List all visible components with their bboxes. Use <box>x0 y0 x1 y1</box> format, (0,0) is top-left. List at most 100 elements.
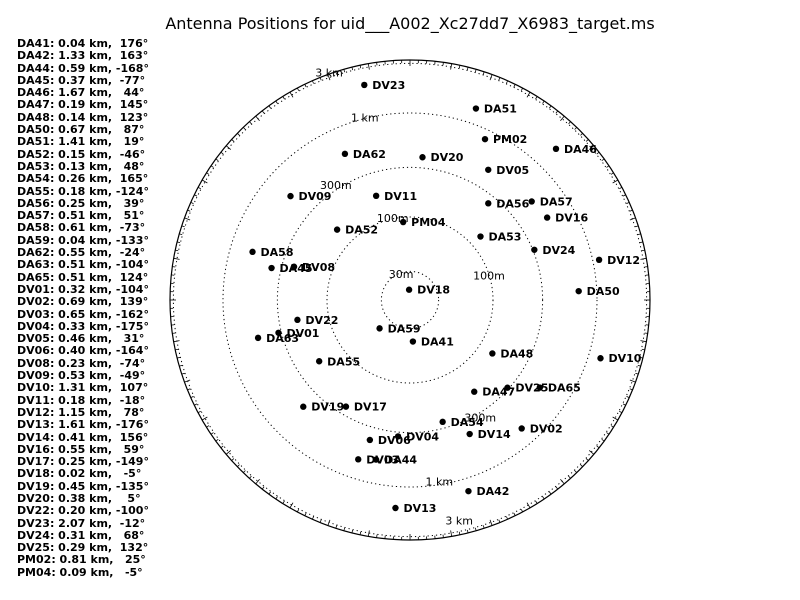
tick-mark <box>237 464 240 468</box>
range-ring <box>326 216 494 384</box>
antenna-label: DV14 <box>478 428 511 441</box>
tick-mark <box>173 340 180 343</box>
legend-entry: DA52: 0.15 km, -46° <box>17 147 146 161</box>
legend-entry: DA51: 1.41 km, 19° <box>17 135 145 149</box>
legend-entry: DA48: 0.14 km, 123° <box>17 110 149 124</box>
antenna-point <box>372 192 380 200</box>
antenna-label: DV03 <box>366 453 399 466</box>
tick-mark <box>255 115 260 122</box>
tick-mark <box>179 364 183 367</box>
antenna-label: DV17 <box>354 401 387 414</box>
tick-mark <box>289 91 294 98</box>
legend-entry: DV11: 0.18 km, -18° <box>17 393 146 407</box>
tick-mark <box>367 530 370 537</box>
legend-entry: DA55: 0.18 km, -124° <box>17 184 149 198</box>
antenna-point <box>466 430 473 438</box>
antenna-point <box>341 150 349 158</box>
legend-entry: DV05: 0.46 km, 31° <box>17 332 145 346</box>
tick-mark <box>489 519 493 526</box>
tick-mark <box>304 512 307 516</box>
antenna-label: DV09 <box>299 190 332 203</box>
tick-mark <box>641 249 645 252</box>
tick-mark <box>177 356 181 359</box>
tick-mark <box>210 165 214 168</box>
tick-mark <box>568 121 571 125</box>
tick-mark <box>206 425 210 428</box>
tick-mark <box>289 502 294 509</box>
tick-mark <box>535 500 538 504</box>
legend-entry: DV22: 0.20 km, -100° <box>17 504 149 518</box>
tick-mark <box>506 80 508 84</box>
antenna-label: DA53 <box>488 231 521 244</box>
legend-entry: DA46: 1.67 km, 44° <box>17 86 145 100</box>
tick-mark <box>181 225 185 228</box>
tick-mark <box>275 100 278 104</box>
legend-entry: DA54: 0.26 km, 165° <box>17 172 149 186</box>
tick-mark <box>184 379 191 383</box>
antenna-label: DV10 <box>608 352 641 365</box>
antenna-point <box>518 425 525 432</box>
antenna-point <box>597 355 604 362</box>
antenna-label: DV20 <box>430 151 463 164</box>
range-ring <box>380 270 440 330</box>
antenna-point <box>472 105 480 112</box>
antenna-point <box>268 264 275 272</box>
legend-entry: DA53: 0.13 km, 48° <box>17 159 145 173</box>
tick-mark <box>184 217 191 221</box>
antenna-label: DA56 <box>496 197 529 210</box>
ring-label: 300m <box>320 179 352 192</box>
tick-mark <box>237 132 240 136</box>
tick-mark <box>242 470 246 473</box>
legend-entry: DA45: 0.37 km, -77° <box>17 73 146 87</box>
tick-mark <box>197 410 201 414</box>
antenna-point <box>254 334 262 342</box>
ring-label: 3 km <box>445 514 473 527</box>
tick-mark <box>474 69 477 73</box>
tick-mark <box>513 512 516 516</box>
tick-mark <box>619 186 623 190</box>
antenna-label: DV04 <box>406 430 439 443</box>
antenna-label: DA63 <box>266 332 299 345</box>
outer-boundary <box>169 59 651 541</box>
tick-mark <box>535 96 538 100</box>
legend-entry: DV04: 0.33 km, -175° <box>17 319 149 333</box>
legend-entry: DV14: 0.41 km, 156° <box>17 430 149 444</box>
antenna-label: DA54 <box>451 416 484 429</box>
ring-label: 3 km <box>315 67 343 80</box>
legend-entry: DV18: 0.02 km, -5° <box>17 467 142 481</box>
antenna-point <box>405 286 413 293</box>
tick-mark <box>242 127 246 130</box>
tick-mark <box>210 432 214 435</box>
tick-mark <box>225 450 232 455</box>
antenna-label: DA57 <box>540 195 573 208</box>
legend-entry: DA44: 0.59 km, -168° <box>17 61 149 75</box>
tick-mark <box>580 132 583 136</box>
legend-entry: DV01: 0.32 km, -104° <box>17 282 149 296</box>
tick-mark <box>201 416 208 421</box>
antenna-point <box>294 316 301 324</box>
antenna-label: DV22 <box>305 314 338 327</box>
antenna-point <box>361 81 368 89</box>
antenna-label: DV11 <box>384 190 417 203</box>
legend-entry: DA63: 0.51 km, -104° <box>17 258 149 272</box>
antenna-label: DV25 <box>515 382 548 395</box>
tick-mark <box>474 527 477 531</box>
antenna-label: DA65 <box>548 382 581 395</box>
tick-mark <box>190 396 194 398</box>
antenna-point <box>471 388 478 395</box>
tick-mark <box>261 110 265 114</box>
tick-mark <box>187 388 191 391</box>
legend-entry: DV20: 0.38 km, 5° <box>17 491 141 505</box>
antenna-point <box>575 287 582 295</box>
tick-mark <box>450 63 453 70</box>
tick-mark <box>268 105 272 109</box>
tick-mark <box>206 172 210 175</box>
tick-mark <box>574 470 578 473</box>
legend-entry: PM04: 0.09 km, -5° <box>17 565 143 579</box>
tick-mark <box>637 364 641 367</box>
antenna-points: DA41DA42DA44DA45DA46DA47DA48DA50DA51DA52… <box>249 79 642 515</box>
tick-mark <box>482 525 485 529</box>
legend-entry: DA41: 0.04 km, 176° <box>17 37 149 50</box>
tick-mark <box>606 165 610 168</box>
